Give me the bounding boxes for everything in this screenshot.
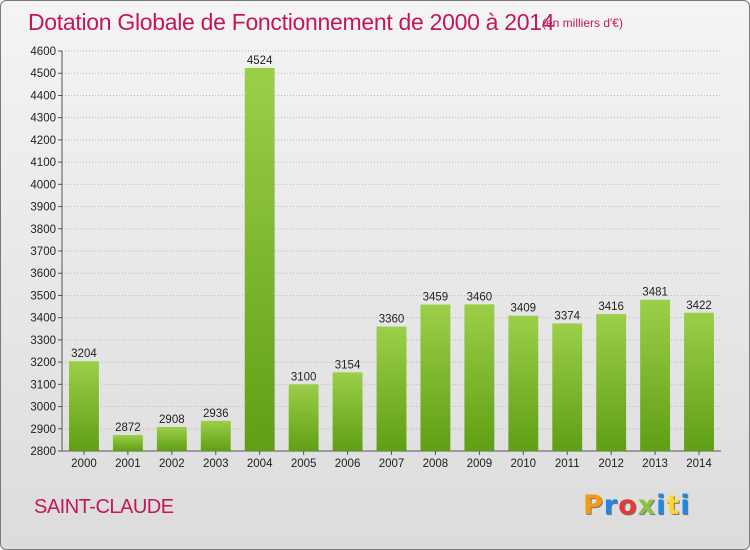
- x-tick-label: 2010: [511, 458, 537, 470]
- y-tick-label: 3400: [30, 313, 56, 325]
- data-label: 3409: [511, 303, 537, 315]
- y-tick-label: 4500: [30, 68, 56, 80]
- bar-2003[interactable]: [200, 420, 231, 451]
- data-label: 2936: [203, 408, 229, 420]
- y-tick-label: 3500: [30, 290, 56, 302]
- bar-2005[interactable]: [288, 384, 319, 451]
- y-tick-label: 2900: [30, 424, 56, 436]
- bar-2000[interactable]: [69, 361, 99, 451]
- proxiti-logo[interactable]: Proxiti: [583, 490, 691, 521]
- x-tick-label: 2006: [335, 458, 361, 470]
- bar-2009[interactable]: [464, 304, 495, 451]
- logo-letter: i: [680, 490, 691, 521]
- bar-2001[interactable]: [112, 435, 143, 451]
- y-tick-label: 3900: [30, 202, 56, 214]
- x-tick-label: 2001: [115, 458, 141, 470]
- bar-2007[interactable]: [376, 326, 407, 451]
- bar-2004[interactable]: [244, 67, 275, 451]
- bar-2002[interactable]: [156, 427, 187, 451]
- y-tick-label: 4400: [30, 90, 56, 102]
- y-tick-label: 3700: [30, 246, 56, 258]
- logo-letter: r: [603, 490, 619, 521]
- bars: [69, 67, 714, 451]
- x-tick-label: 2012: [598, 458, 624, 470]
- data-label: 2872: [115, 422, 141, 434]
- y-tick-label: 3600: [30, 268, 56, 280]
- labels: 2800 2900 3000 3100 3200 3300 3400 3500 3600 3700…: [30, 46, 712, 470]
- y-tick-label: 4600: [30, 46, 56, 58]
- bar-2013[interactable]: [640, 299, 671, 451]
- x-tick-label: 2000: [71, 458, 97, 470]
- logo-letter: t: [666, 490, 681, 521]
- x-tick-label: 2009: [467, 458, 493, 470]
- data-label: 3422: [686, 300, 712, 312]
- y-tick-label: 3100: [30, 379, 56, 391]
- data-label: 3459: [423, 292, 449, 304]
- data-label: 3154: [335, 359, 361, 371]
- bar-2008[interactable]: [420, 304, 451, 451]
- data-label: 3360: [379, 314, 405, 326]
- y-tick-label: 4300: [30, 113, 56, 125]
- bar-2006[interactable]: [332, 372, 363, 451]
- data-label: 3416: [598, 301, 624, 313]
- data-label: 3100: [291, 371, 317, 383]
- bar-2014[interactable]: [684, 312, 714, 451]
- chart-subtitle: (en milliers d'€): [542, 16, 623, 30]
- logo-letter: P: [583, 490, 604, 521]
- logo-letter: i: [656, 490, 667, 521]
- data-label: 3481: [642, 287, 668, 299]
- x-tick-label: 2004: [247, 458, 273, 470]
- x-tick-label: 2003: [203, 458, 229, 470]
- logo-letter: o: [618, 490, 638, 521]
- x-tick-label: 2013: [642, 458, 668, 470]
- bar-2011[interactable]: [552, 323, 583, 451]
- y-tick-label: 2800: [30, 446, 56, 458]
- bar-2010[interactable]: [508, 315, 539, 451]
- y-tick-label: 3200: [30, 357, 56, 369]
- x-tick-label: 2008: [423, 458, 449, 470]
- y-tick-label: 3000: [30, 402, 56, 414]
- data-label: 4524: [247, 55, 273, 67]
- y-tick-label: 4100: [30, 157, 56, 169]
- x-tick-label: 2011: [555, 458, 580, 470]
- y-tick-label: 3300: [30, 335, 56, 347]
- logo-letter: x: [637, 490, 657, 521]
- town-name: SAINT-CLAUDE: [34, 496, 174, 518]
- data-label: 3374: [554, 310, 580, 322]
- x-tick-label: 2007: [379, 458, 405, 470]
- x-tick-label: 2005: [291, 458, 317, 470]
- data-label: 2908: [159, 414, 185, 426]
- data-label: 3204: [71, 348, 97, 360]
- bar-2012[interactable]: [596, 314, 627, 451]
- y-tick-label: 4200: [30, 135, 56, 147]
- chart-title: Dotation Globale de Fonctionnement de 20…: [28, 9, 555, 35]
- x-tick-label: 2002: [159, 458, 185, 470]
- data-label: 3460: [467, 291, 493, 303]
- y-tick-label: 3800: [30, 224, 56, 236]
- y-tick-label: 4000: [30, 179, 56, 191]
- x-tick-label: 2014: [686, 458, 712, 470]
